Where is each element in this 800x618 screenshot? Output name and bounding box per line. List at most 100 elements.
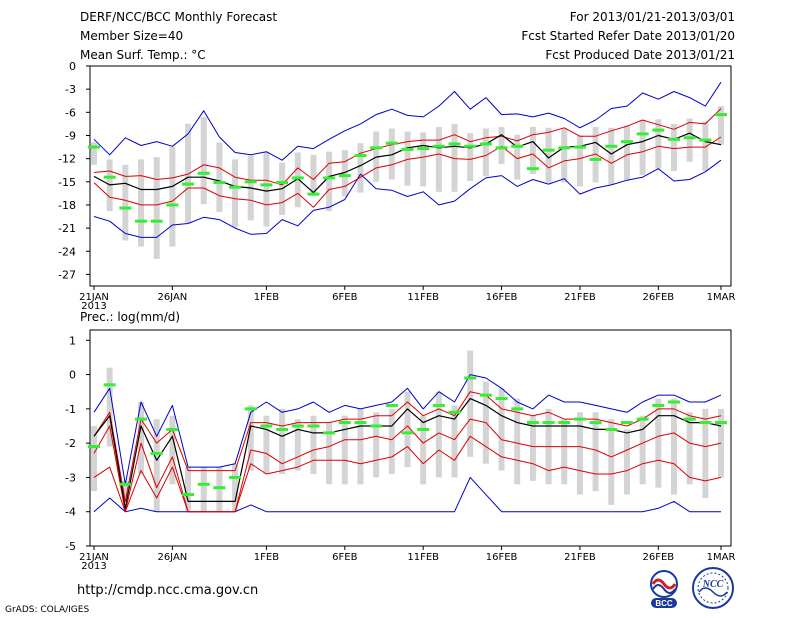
ensemble-mean-mark xyxy=(636,132,649,136)
ensemble-mean-mark xyxy=(291,176,304,180)
spread-box xyxy=(91,142,97,165)
spread-box xyxy=(200,116,207,205)
ensemble-mean-mark xyxy=(715,113,727,117)
ensemble-mean-mark xyxy=(558,421,571,425)
ensemble-mean-mark xyxy=(667,400,680,404)
spread-box xyxy=(702,121,709,171)
y-tick-label: -6 xyxy=(65,106,76,119)
spread-box xyxy=(592,412,599,492)
ensemble-mean-mark xyxy=(197,171,210,175)
spread-box xyxy=(357,143,364,193)
ensemble-mean-mark xyxy=(182,493,195,497)
x-tick-label: 1FEB xyxy=(254,292,279,303)
spread-box xyxy=(169,147,176,247)
spread-box xyxy=(232,159,239,228)
refer-date: Fcst Started Refer Date 2013/01/20 xyxy=(521,29,735,43)
bcc-logo: BCC xyxy=(641,568,687,608)
y-tick-label: -3 xyxy=(65,83,76,96)
ensemble-mean-mark xyxy=(260,424,273,428)
produced-date: Fcst Produced Date 2013/01/21 xyxy=(545,48,735,62)
ensemble-mean-mark xyxy=(589,157,602,161)
spread-box xyxy=(216,467,223,512)
spread-box xyxy=(388,128,395,180)
ensemble-mean-mark xyxy=(715,421,727,425)
spread-box xyxy=(623,429,630,495)
ensemble-mean-mark xyxy=(260,183,273,187)
x-tick-label: 11FEB xyxy=(407,292,439,303)
spread-box xyxy=(404,391,411,468)
y-tick-label: -1 xyxy=(65,403,76,416)
ensemble-mean-mark xyxy=(558,146,571,150)
ensemble-mean-mark xyxy=(244,180,257,184)
y-tick-label: -9 xyxy=(65,129,76,142)
ensemble-mean-mark xyxy=(182,182,195,186)
plot-frame xyxy=(89,329,732,547)
x-tick-label: 6FEB xyxy=(332,552,357,563)
x-year-label: 2013 xyxy=(81,301,106,312)
grads-credit: GrADS: COLA/IGES xyxy=(5,605,90,615)
spread-box xyxy=(326,151,333,212)
y-tick-label: -18 xyxy=(58,199,76,212)
y-tick-label: -15 xyxy=(58,176,76,189)
x-tick-label: 1MAR xyxy=(707,292,736,303)
spread-box xyxy=(576,412,583,495)
spread-box xyxy=(122,164,129,241)
precip-panel-title: Prec.: log(mm/d) xyxy=(80,310,181,324)
ensemble-mean-mark xyxy=(479,142,492,146)
ensemble-mean-mark xyxy=(213,486,226,490)
ensemble-mean-mark xyxy=(338,174,351,178)
ensemble-mean-mark xyxy=(401,147,414,151)
ensemble-mean-mark xyxy=(542,421,555,425)
ensemble-mean-mark xyxy=(119,482,132,486)
ensemble-mean-mark xyxy=(667,137,680,141)
spread-box xyxy=(435,391,442,478)
ensemble-mean-mark xyxy=(699,421,712,425)
spread-box xyxy=(106,367,113,447)
ensemble-mean-mark xyxy=(229,185,242,189)
ensemble-mean-mark xyxy=(323,176,336,180)
ensemble-mean-mark xyxy=(652,403,665,407)
y-tick-label: -24 xyxy=(58,245,76,258)
spread-box xyxy=(216,142,223,212)
spread-box xyxy=(420,415,427,485)
y-tick-label: 0 xyxy=(69,60,76,73)
spread-box xyxy=(404,131,411,186)
min-line xyxy=(93,159,722,238)
source-url: http://cmdp.ncc.cma.gov.cn xyxy=(77,583,259,598)
ensemble-mean-mark xyxy=(88,445,100,449)
spread-box xyxy=(294,419,301,471)
x-tick-label: 21FEB xyxy=(564,292,596,303)
ensemble-mean-mark xyxy=(401,431,414,435)
x-tick-label: 26JAN xyxy=(157,292,187,303)
ensemble-mean-mark xyxy=(573,417,586,421)
y-tick-label: 1 xyxy=(69,334,76,347)
x-year-label: 2013 xyxy=(81,561,106,572)
ensemble-mean-mark xyxy=(636,417,649,421)
spread-box xyxy=(482,128,489,177)
ensemble-mean-mark xyxy=(229,475,242,479)
ensemble-mean-mark xyxy=(620,140,633,144)
x-tick-label: 26FEB xyxy=(642,292,674,303)
ensemble-mean-mark xyxy=(699,138,712,142)
spread-box xyxy=(185,467,192,512)
spread-box xyxy=(138,159,145,247)
spread-box xyxy=(91,426,97,492)
spread-box xyxy=(294,152,301,208)
spread-box xyxy=(670,123,677,171)
bcc-logo-text: BCC xyxy=(655,599,673,608)
spread-box xyxy=(420,132,427,187)
y-tick-label: -12 xyxy=(58,153,76,166)
ensemble-mean-mark xyxy=(479,393,492,397)
spread-box xyxy=(670,398,677,495)
spread-box xyxy=(451,405,458,478)
ensemble-mean-mark xyxy=(291,424,304,428)
spread-box xyxy=(639,120,646,175)
spread-box xyxy=(718,106,724,145)
spread-box xyxy=(639,415,646,485)
spread-box xyxy=(122,480,129,498)
ensemble-mean-mark xyxy=(213,181,226,185)
spread-box xyxy=(341,150,348,197)
ensemble-mean-mark xyxy=(103,175,116,179)
